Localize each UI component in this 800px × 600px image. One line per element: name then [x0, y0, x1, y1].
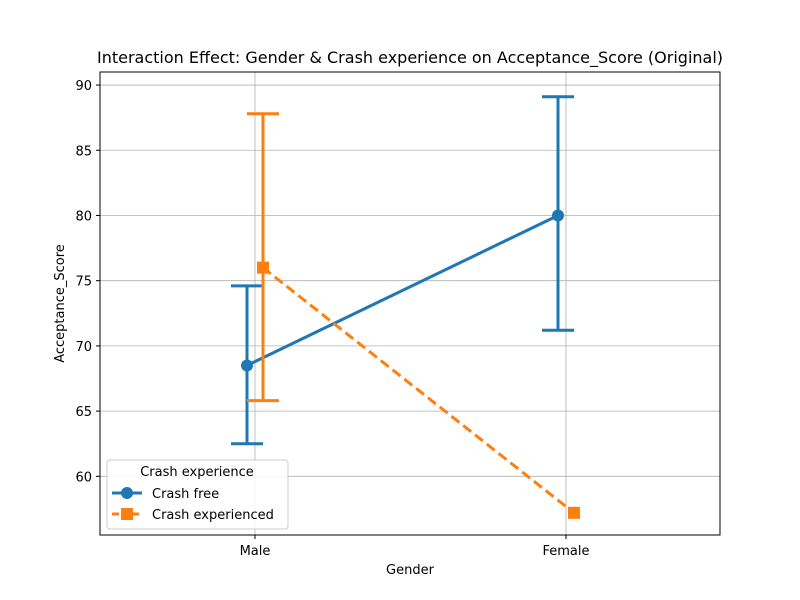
- legend-swatch-square: [121, 508, 133, 520]
- legend: Crash experience Crash free Crash experien…: [106, 459, 289, 530]
- grid-lines: [100, 72, 720, 535]
- series-line: [246, 214, 559, 367]
- data-point-square: [568, 506, 580, 519]
- legend-title: Crash experience: [140, 465, 254, 480]
- y-tick-label: 60: [75, 470, 92, 485]
- y-tick-label: 70: [75, 340, 92, 355]
- series-line: [262, 266, 575, 515]
- data-point-circle: [241, 359, 253, 372]
- chart-title: Interaction Effect: Gender & Crash exper…: [97, 48, 723, 68]
- data-point-square: [257, 261, 269, 274]
- y-axis-label: Acceptance_Score: [53, 244, 68, 363]
- y-tick-label: 80: [75, 209, 92, 224]
- y-tick-label: 65: [75, 405, 92, 420]
- series-layer: [231, 95, 580, 519]
- x-tick-label: Male: [240, 544, 271, 559]
- plot-frame: [99, 71, 721, 536]
- legend-swatch-circle: [121, 487, 133, 499]
- x-tick-label: Female: [542, 544, 589, 559]
- y-tick-label: 85: [75, 144, 92, 159]
- data-point-circle: [552, 209, 564, 222]
- x-axis-label: Gender: [386, 563, 435, 578]
- series-1: [247, 112, 580, 519]
- legend-box: [106, 459, 289, 530]
- y-tick-label: 90: [75, 79, 92, 94]
- series-0: [231, 95, 574, 446]
- y-tick-label: 75: [75, 275, 92, 290]
- legend-label: Crash free: [152, 487, 219, 502]
- axis-ticks: 60 65 70 75 80 85 90 Male Female: [75, 79, 589, 559]
- legend-label: Crash experienced: [152, 508, 274, 523]
